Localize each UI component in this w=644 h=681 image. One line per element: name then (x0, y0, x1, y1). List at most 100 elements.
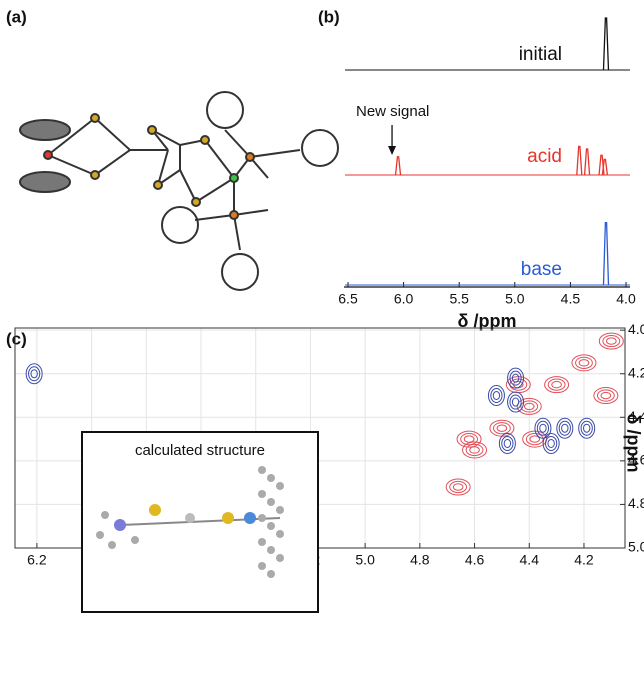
contour-ring (462, 441, 488, 459)
contour-ring (511, 397, 520, 407)
contour-ring (498, 432, 516, 454)
contour-ring (571, 354, 597, 372)
contour-ring (542, 432, 560, 454)
contour-ring (492, 391, 501, 401)
y-axis-title: δ /ppm (623, 414, 643, 473)
y-tick-label: 4.4 (628, 408, 644, 424)
atom (276, 482, 284, 490)
x-tick-label: 6.5 (338, 291, 358, 307)
x-tick-label: 4.2 (574, 552, 594, 568)
contour-ring (511, 373, 520, 383)
contour-ring (547, 438, 555, 448)
contour-ring (25, 363, 43, 385)
x-tick-label: 4.6 (465, 552, 485, 568)
x-tick-label: 5.0 (505, 291, 525, 307)
contour-ring (449, 480, 468, 494)
trace-label: initial (519, 44, 562, 65)
x-tick-label: 4.4 (520, 552, 540, 568)
contour-ring (496, 424, 508, 432)
x-tick-label: 6.2 (27, 552, 47, 568)
contour-ring (536, 420, 550, 436)
spectrum-peak (602, 17, 610, 71)
contour-ring (503, 438, 512, 448)
contour-peak (456, 430, 482, 448)
atom (267, 474, 275, 482)
spectrum-peak (583, 148, 591, 176)
trace-label: acid (527, 146, 562, 167)
contour-peak (534, 417, 552, 439)
contour-peak (487, 385, 505, 407)
inset-title: calculated structure (135, 442, 265, 459)
panel-label: (b) (318, 7, 340, 26)
contour-ring (596, 389, 615, 402)
contour-peak (462, 441, 488, 459)
spectrum-peak (601, 158, 609, 176)
contour-ring (509, 394, 522, 410)
contour-peak (542, 432, 560, 454)
x-tick-label: 6.0 (394, 291, 414, 307)
contour-ring (507, 367, 525, 389)
atom (244, 512, 256, 524)
atom (222, 512, 234, 524)
contour-ring (529, 435, 541, 443)
panel-b: 6.5 6.0 5.5 5.0 4.5 4.0 δ /ppm initial acid base N… (338, 17, 636, 331)
annotation: New signal (356, 103, 429, 120)
contour-ring (516, 397, 542, 415)
contour-ring (452, 483, 464, 491)
contour-peak (507, 367, 525, 389)
contour-ring (578, 359, 590, 367)
contour-ring (465, 443, 484, 457)
atom (185, 513, 195, 523)
atom (267, 522, 275, 530)
contour-ring (460, 432, 478, 446)
contour-peak (516, 397, 542, 415)
x-tick-label: 5.5 (449, 291, 469, 307)
x-tick-label: 5.0 (355, 552, 375, 568)
atom (101, 511, 109, 519)
y-tick-label: 4.2 (628, 364, 644, 380)
contour-ring (493, 422, 511, 435)
contour-ring (539, 423, 547, 433)
y-tick-label: 4.6 (628, 452, 644, 468)
contour-ring (600, 391, 612, 400)
contour-ring (509, 370, 522, 386)
trace-label: base (521, 259, 562, 280)
panel-label: (c) (6, 329, 27, 348)
atom (258, 514, 266, 522)
contour-ring (490, 388, 503, 404)
calculated-molecule (96, 466, 284, 578)
x-axis-title: δ /ppm (458, 311, 517, 331)
y-tick-label: 4.0 (628, 321, 644, 337)
contour-peak (598, 332, 624, 350)
contour-peak (593, 387, 619, 405)
contour-ring (606, 337, 617, 345)
contour-ring (534, 417, 552, 439)
contour-ring (445, 478, 471, 496)
contour-ring (487, 385, 505, 407)
contour-ring (580, 420, 593, 436)
contour-ring (547, 378, 566, 391)
atom (96, 531, 104, 539)
contour-peak (507, 391, 525, 413)
contour-ring (551, 380, 562, 389)
contour-peak (25, 363, 43, 385)
contour-ring (544, 376, 570, 394)
contour-ring (30, 369, 38, 379)
atom (276, 506, 284, 514)
contour-ring (28, 366, 41, 382)
contour-ring (558, 420, 571, 436)
atom (258, 490, 266, 498)
contour-ring (525, 432, 544, 446)
atom (108, 541, 116, 549)
contour-ring (578, 417, 596, 439)
contour-peak (498, 432, 516, 454)
contour-ring (575, 356, 593, 369)
atom (114, 519, 126, 531)
contour-ring (593, 387, 619, 405)
contour-ring (456, 430, 482, 448)
atom (258, 538, 266, 546)
atom (267, 498, 275, 506)
panel-label: (a) (6, 7, 27, 26)
y-tick-label: 4.8 (628, 495, 644, 511)
